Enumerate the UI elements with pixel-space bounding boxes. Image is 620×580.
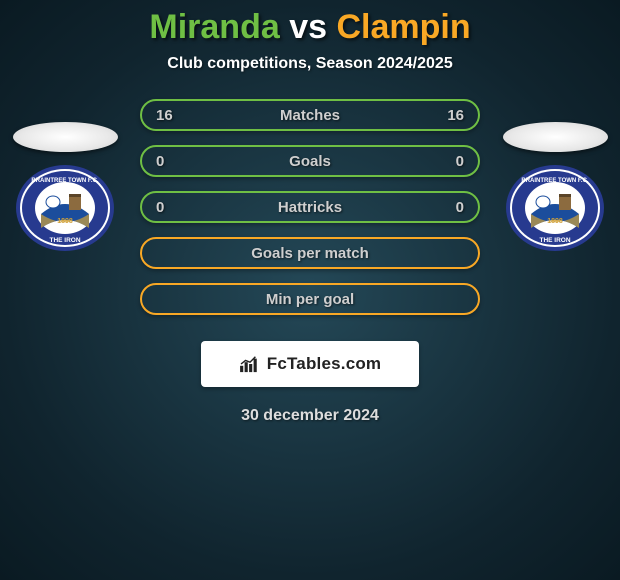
brand-logo-box: FcTables.com: [201, 341, 419, 387]
stat-left-value: 16: [156, 107, 184, 124]
stat-row-matches: 16 Matches 16: [140, 99, 480, 131]
stat-row-goals: 0 Goals 0: [140, 145, 480, 177]
stat-right-value: 16: [436, 107, 464, 124]
stat-row-min-per-goal: Min per goal: [140, 283, 480, 315]
stat-label: Goals: [289, 153, 331, 170]
bar-chart-icon: [239, 355, 261, 373]
title-vs: vs: [289, 8, 327, 46]
stat-label: Goals per match: [251, 245, 369, 262]
stat-label: Matches: [280, 107, 340, 124]
stat-row-goals-per-match: Goals per match: [140, 237, 480, 269]
stat-row-hattricks: 0 Hattricks 0: [140, 191, 480, 223]
title-player1: Miranda: [149, 8, 279, 46]
subtitle: Club competitions, Season 2024/2025: [0, 55, 620, 73]
stat-left-value: 0: [156, 153, 184, 170]
stat-left-value: 0: [156, 199, 184, 216]
stats-list: 16 Matches 16 0 Goals 0 0 Hattricks 0 Go…: [0, 99, 620, 387]
stat-label: Hattricks: [278, 199, 342, 216]
brand-name: FcTables.com: [267, 354, 382, 374]
stat-right-value: 0: [436, 199, 464, 216]
title-player2: Clampin: [336, 8, 470, 46]
date-label: 30 december 2024: [0, 407, 620, 425]
page-title: Miranda vs Clampin: [0, 0, 620, 47]
stat-right-value: 0: [436, 153, 464, 170]
stat-label: Min per goal: [266, 291, 354, 308]
